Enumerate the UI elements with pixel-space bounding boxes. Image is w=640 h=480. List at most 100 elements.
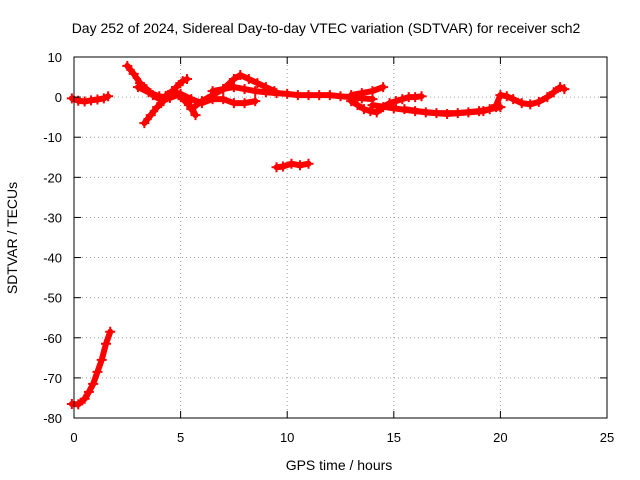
series-arc-g <box>346 82 389 101</box>
data-point <box>239 84 250 95</box>
series-arc-e <box>207 82 378 105</box>
y-tick-label: -60 <box>43 331 62 346</box>
data-point <box>314 90 325 101</box>
series-trace <box>188 72 278 113</box>
series-arc-a <box>122 60 201 121</box>
data-point <box>463 107 474 118</box>
data-point <box>352 100 363 111</box>
data-point <box>390 96 401 107</box>
data-series <box>66 60 570 410</box>
data-point <box>559 84 570 95</box>
data-point <box>303 158 314 169</box>
data-point <box>250 96 261 107</box>
data-point <box>277 161 288 172</box>
series-trace <box>348 84 387 99</box>
data-point <box>416 91 427 102</box>
data-point <box>346 90 357 101</box>
data-point <box>516 98 527 109</box>
data-point <box>294 160 305 171</box>
x-tick-label: 5 <box>177 430 184 445</box>
data-point <box>282 88 293 99</box>
data-point <box>397 94 408 105</box>
data-point <box>171 82 182 93</box>
data-point <box>145 110 156 121</box>
y-tick-label: -50 <box>43 291 62 306</box>
data-point <box>371 107 382 118</box>
data-point <box>292 90 303 101</box>
axis-ticks: 0 5 10 15 20 25 10 0 -10 -20 -30 -40 -50 -60 -70 -80 <box>43 50 614 445</box>
data-point <box>356 88 367 99</box>
data-point <box>420 107 431 118</box>
data-point <box>235 70 246 81</box>
data-point <box>196 96 207 107</box>
data-point <box>491 100 502 111</box>
data-point <box>218 84 229 95</box>
data-point <box>83 386 94 397</box>
data-point <box>501 91 512 102</box>
data-point <box>367 100 378 111</box>
data-point <box>96 354 107 365</box>
data-point <box>495 90 506 101</box>
y-tick-label: -80 <box>43 411 62 426</box>
data-point <box>525 99 536 110</box>
data-point <box>103 91 114 102</box>
data-point <box>190 110 201 121</box>
x-tick-label: 20 <box>493 430 507 445</box>
data-point <box>378 82 389 93</box>
y-tick-label: -70 <box>43 371 62 386</box>
series-arc-c <box>132 82 261 109</box>
series-arc-early-plunge <box>66 326 116 410</box>
data-point <box>105 326 116 337</box>
data-point <box>388 103 399 114</box>
data-point <box>79 393 90 404</box>
data-point <box>152 102 163 113</box>
data-point <box>239 98 250 109</box>
data-point <box>358 104 369 115</box>
data-point <box>73 399 84 410</box>
x-tick-label: 25 <box>600 430 614 445</box>
data-point <box>508 94 519 105</box>
data-point <box>442 108 453 119</box>
data-point <box>303 90 314 101</box>
data-point <box>252 78 263 89</box>
plot-frame <box>73 56 608 419</box>
data-point <box>399 104 410 115</box>
data-point <box>260 87 271 98</box>
data-point <box>186 104 197 115</box>
data-point <box>186 94 197 105</box>
y-tick-label: -10 <box>43 130 62 145</box>
x-tick-label: 0 <box>70 430 77 445</box>
data-point <box>218 94 229 105</box>
data-point <box>533 96 544 107</box>
y-tick-label: 10 <box>48 50 62 65</box>
x-tick-label: 10 <box>280 430 294 445</box>
data-point <box>143 87 154 98</box>
x-axis-label: GPS time / hours <box>286 457 393 473</box>
series-arc-mid-low <box>271 158 314 173</box>
y-axis-label: SDTVAR / TECUs <box>4 182 20 294</box>
data-point <box>92 94 103 105</box>
data-point <box>164 92 175 103</box>
data-point <box>128 68 139 79</box>
data-point <box>132 82 143 93</box>
y-tick-label: -30 <box>43 210 62 225</box>
y-tick-label: -20 <box>43 170 62 185</box>
chart-title: Day 252 of 2024, Sidereal Day-to-day VTE… <box>72 20 581 36</box>
data-point <box>207 86 218 97</box>
data-point <box>139 118 150 129</box>
data-point <box>250 86 261 97</box>
data-point <box>154 91 165 102</box>
series-trace <box>209 84 376 103</box>
data-point <box>228 82 239 93</box>
series-arc-i <box>399 102 502 119</box>
series-trace <box>68 328 114 408</box>
data-point <box>175 88 186 99</box>
data-point <box>88 378 99 389</box>
y-tick-label: 0 <box>55 90 62 105</box>
x-tick-label: 15 <box>387 430 401 445</box>
data-point <box>365 106 376 117</box>
data-point <box>335 91 346 102</box>
series-arc-j <box>491 82 570 111</box>
data-point <box>286 158 297 169</box>
